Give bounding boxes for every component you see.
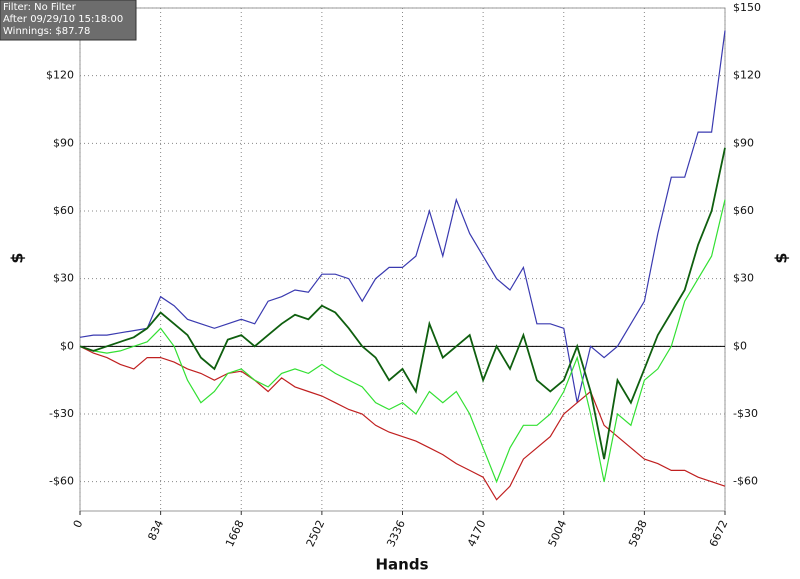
y2-tick-label: $120 xyxy=(733,69,761,82)
y2-tick-label: $90 xyxy=(733,136,754,149)
info-box: Filter: No Filter After 09/29/10 15:18:0… xyxy=(0,0,137,41)
info-box-bg xyxy=(0,0,137,41)
x-tick-label: 0 xyxy=(71,518,86,530)
info-line: Filter: No Filter xyxy=(3,2,77,13)
y-tick-label: -$30 xyxy=(49,407,74,420)
x-tick-label: 4170 xyxy=(465,518,489,549)
series-line xyxy=(79,147,726,460)
y2-tick-label: -$60 xyxy=(733,475,758,488)
plot-area xyxy=(79,7,726,512)
y-axis-label: $ xyxy=(8,252,27,263)
x-tick-label: 2502 xyxy=(304,518,328,549)
series-line xyxy=(79,30,726,403)
y2-tick-label: -$30 xyxy=(733,407,758,420)
y2-tick-label: $30 xyxy=(733,272,754,285)
x-tick-label: 834 xyxy=(145,518,166,543)
y2-tick-label: $0 xyxy=(733,339,747,352)
x-tick-label: 1668 xyxy=(223,518,247,549)
x-tick-label: 6672 xyxy=(707,518,731,549)
series-line xyxy=(79,345,726,501)
info-line: Winnings: $87.78 xyxy=(3,26,90,37)
x-tick-label: 3336 xyxy=(384,518,408,549)
info-line: After 09/29/10 15:18:00 xyxy=(3,14,123,25)
x-tick-label: 5838 xyxy=(626,518,650,549)
y-tick-label: $0 xyxy=(60,339,74,352)
y-tick-label: $30 xyxy=(53,272,74,285)
x-axis-label: Hands xyxy=(375,556,428,574)
y2-tick-label: $150 xyxy=(733,1,761,14)
y-tick-label: -$60 xyxy=(49,475,74,488)
y2-axis-label: $ xyxy=(772,252,791,263)
y-tick-label: $60 xyxy=(53,204,74,217)
y-tick-label: $90 xyxy=(53,136,74,149)
y2-tick-label: $60 xyxy=(733,204,754,217)
x-tick-label: 5004 xyxy=(546,518,570,549)
y-tick-label: $120 xyxy=(46,69,74,82)
series-line xyxy=(79,199,726,484)
